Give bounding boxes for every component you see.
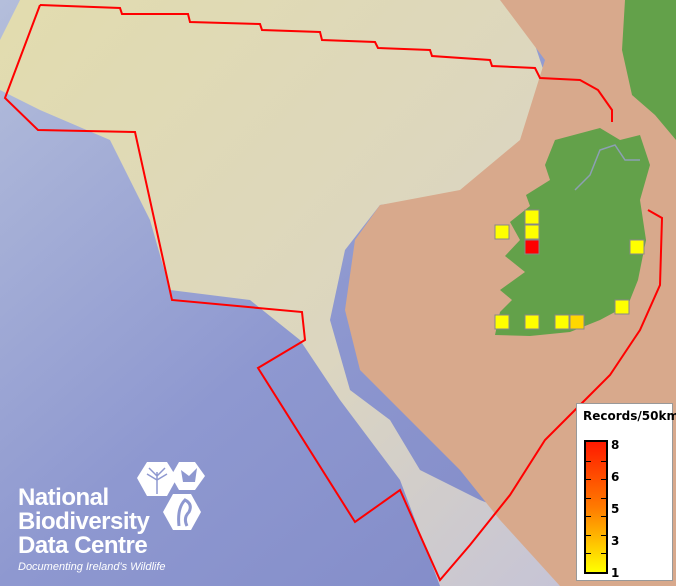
record-cell[interactable] [569,314,585,330]
legend-tick [586,497,591,499]
legend-tick [601,479,606,481]
record-cell[interactable] [554,314,570,330]
record-cell[interactable] [494,224,510,240]
eez-boundary [39,4,613,122]
legend-label: 1 [611,566,620,580]
legend-tick [586,516,591,518]
legend-label: 8 [611,438,620,452]
record-cell[interactable] [524,314,540,330]
legend-tick [586,460,591,462]
ni-border [574,144,640,191]
record-cell[interactable] [614,299,630,315]
legend-label: 6 [611,470,620,484]
legend: Records/50km 8 6 5 3 1 [576,403,676,581]
legend-tick [586,479,591,481]
record-cell[interactable] [524,209,540,225]
legend-label: 5 [611,502,620,516]
legend-tick [601,516,606,518]
ireland [495,128,650,336]
record-cell[interactable] [524,239,540,255]
logo-hexagons-icon [137,462,205,530]
legend-tick [586,534,591,536]
eez-boundary-west [3,4,664,582]
legend-label: 3 [611,534,620,548]
nbdc-logo: National Biodiversity Data Centre Docume… [18,462,205,573]
logo-line3: Data Centre [18,532,148,559]
record-cell[interactable] [629,239,645,255]
legend-tick [601,460,606,462]
legend-tick [601,534,606,536]
legend-tick [601,553,606,555]
britain [622,0,676,140]
logo-line1: National [18,484,109,511]
logo-tagline: Documenting Ireland's Wildlife [18,561,166,573]
logo-line2: Biodiversity [18,508,150,535]
record-cell[interactable] [494,314,510,330]
record-cell[interactable] [524,224,540,240]
legend-tick [601,497,606,499]
legend-tick [586,553,591,555]
continental-shelf [0,0,560,586]
legend-title: Records/50km [583,409,676,423]
record-cells [494,209,645,330]
color-ramp [584,440,608,574]
